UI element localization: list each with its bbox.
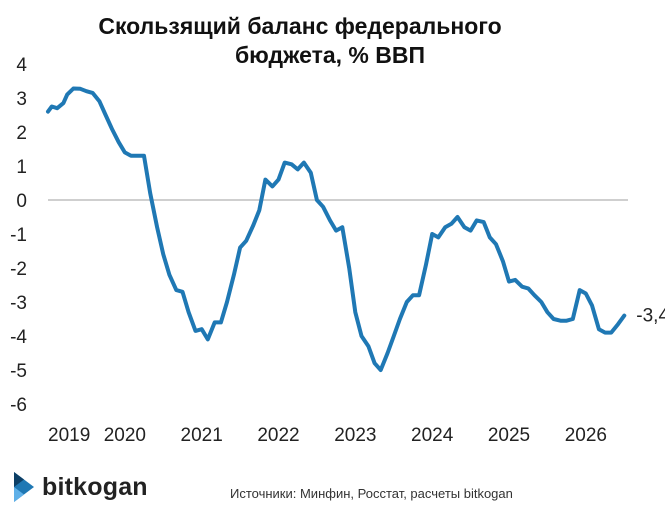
chart-title-line-2: бюджета, % ВВП bbox=[234, 42, 426, 68]
y-tick-label: 0 bbox=[16, 191, 27, 212]
y-tick-label: 1 bbox=[16, 157, 27, 178]
end-value-label: -3,4 bbox=[636, 306, 665, 327]
y-tick-label: -2 bbox=[10, 259, 27, 280]
y-tick-label: -1 bbox=[10, 225, 27, 246]
x-tick-label: 2024 bbox=[411, 425, 454, 446]
y-tick-label: -5 bbox=[10, 361, 27, 382]
y-tick-label: -6 bbox=[10, 395, 27, 416]
x-axis: 2019 2020 2021 2022 2023 2024 2025 2026 bbox=[48, 425, 607, 446]
brand-logo: bitkogan bbox=[10, 470, 148, 504]
y-tick-label: 2 bbox=[16, 123, 27, 144]
x-tick-label: 2020 bbox=[104, 425, 146, 446]
bitkogan-logo-icon bbox=[14, 472, 34, 502]
chart-title: Скользящий баланс федерального бюджета, … bbox=[0, 12, 600, 70]
x-tick-label: 2021 bbox=[181, 425, 223, 446]
x-tick-label: 2019 bbox=[48, 425, 90, 446]
source-note: Источники: Минфин, Росстат, расчеты bitk… bbox=[230, 486, 513, 501]
brand-name: bitkogan bbox=[42, 472, 148, 501]
series-line bbox=[46, 86, 627, 372]
x-tick-label: 2022 bbox=[257, 425, 299, 446]
x-tick-label: 2026 bbox=[565, 425, 607, 446]
y-tick-label: -3 bbox=[10, 293, 27, 314]
y-tick-label: 3 bbox=[16, 89, 27, 110]
chart-title-line-1: Скользящий баланс федерального bbox=[98, 13, 502, 39]
y-tick-label: -4 bbox=[10, 327, 27, 348]
y-tick-label: 4 bbox=[16, 55, 27, 76]
x-tick-label: 2025 bbox=[488, 425, 530, 446]
x-tick-label: 2023 bbox=[334, 425, 376, 446]
y-axis: 4 3 2 1 0 -1 -2 -3 -4 -5 -6 bbox=[10, 55, 27, 416]
